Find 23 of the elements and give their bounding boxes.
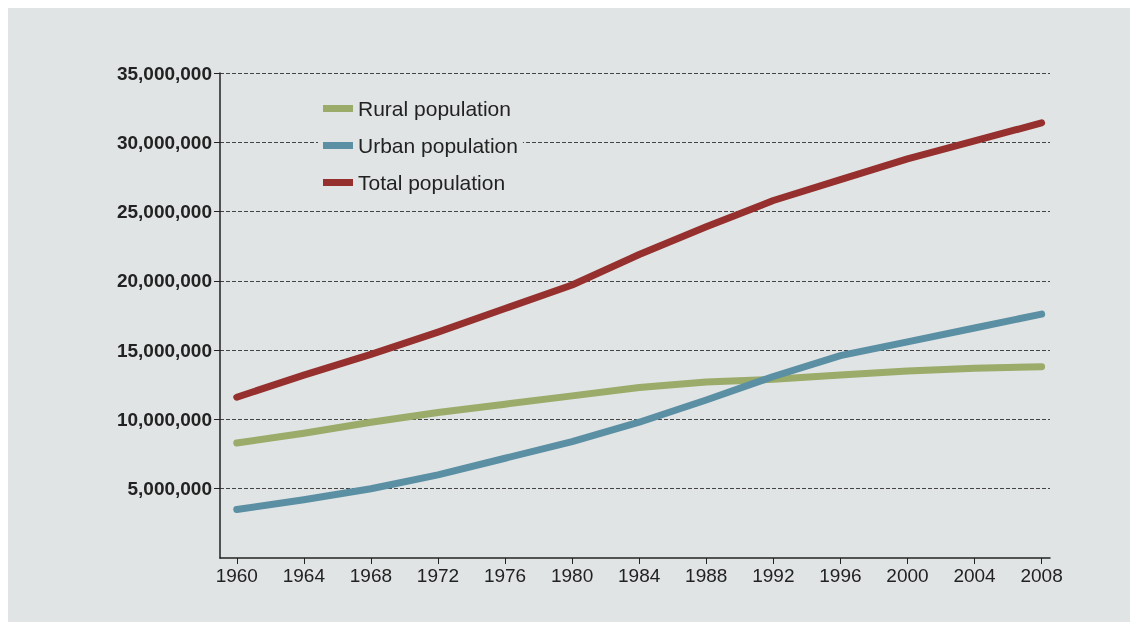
x-tick-label: 1992	[752, 565, 795, 586]
x-tick-label: 1968	[349, 565, 393, 586]
x-tick-label: 1976	[483, 565, 527, 586]
x-tick-label: 1996	[819, 565, 862, 586]
x-tick-label: 2000	[886, 565, 929, 586]
legend-label: Total population	[358, 171, 506, 194]
y-tick-label: 5,000,000	[127, 478, 212, 500]
legend-label: Urban population	[358, 134, 518, 157]
y-tick-label: 15,000,000	[116, 339, 212, 361]
y-tick-label: 30,000,000	[116, 131, 212, 153]
legend-label: Rural population	[358, 97, 511, 120]
y-tick-label: 20,000,000	[116, 270, 212, 292]
x-tick-label: 1984	[618, 565, 661, 586]
x-tick-label: 1964	[282, 565, 326, 586]
x-tick-label: 1988	[685, 565, 728, 586]
y-tick-label: 35,000,000	[116, 62, 212, 84]
x-tick-label: 1972	[416, 565, 460, 586]
x-tick-label: 1960	[215, 565, 258, 586]
x-tick-label: 1980	[550, 565, 594, 586]
x-tick-label: 2004	[953, 565, 997, 586]
x-tick-label: 2008	[1020, 565, 1063, 586]
y-tick-label: 10,000,000	[116, 408, 212, 430]
y-tick-label: 25,000,000	[116, 201, 212, 223]
